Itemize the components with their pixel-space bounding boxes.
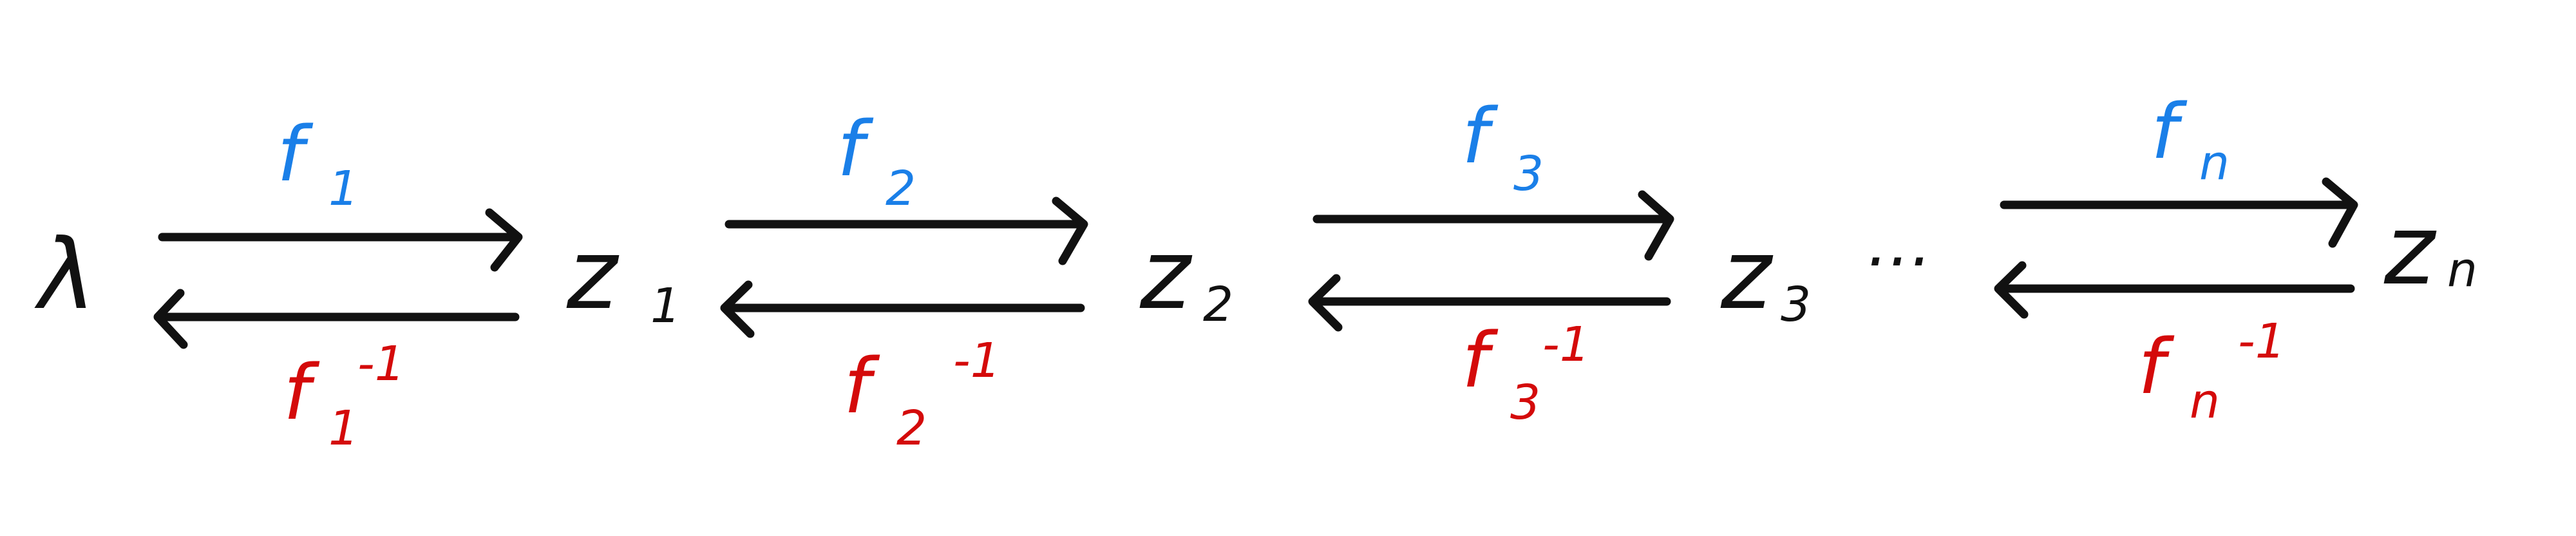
inverse-arrow-f1-head — [153, 289, 188, 349]
label-f2-inverse-superscript: -1 — [953, 333, 1001, 388]
node-z2-symbol: z — [1139, 219, 1193, 331]
label-fn-inverse-subscript: n — [2190, 374, 2220, 429]
forward-arrow-f1-head — [485, 208, 523, 272]
label-f3-subscript: 3 — [1513, 146, 1544, 202]
node-z2-subscript: 2 — [1203, 277, 1233, 332]
forward-arrow-fn — [2000, 177, 2358, 248]
forward-arrow-f3 — [1312, 190, 1674, 261]
label-f1-inverse-superscript: -1 — [357, 336, 405, 392]
node-lambda: λ — [34, 219, 96, 331]
label-f3-inverse-superscript: -1 — [1542, 317, 1590, 372]
forward-arrow-f1 — [158, 208, 523, 272]
node-z1-symbol: z — [566, 219, 620, 331]
forward-arrow-fn-head — [2322, 177, 2358, 248]
inverse-arrow-f2 — [720, 280, 1085, 338]
node-zn-symbol: z — [2383, 195, 2437, 307]
inverse-arrow-f3 — [1308, 274, 1671, 332]
label-f2-subscript: 2 — [886, 161, 916, 216]
inverse-arrow-f1 — [153, 289, 520, 349]
node-z3: z 3 — [1720, 219, 1811, 332]
forward-arrow-f2-head — [1052, 196, 1088, 265]
inverse-arrow-f3-head — [1308, 274, 1343, 332]
node-z1: z 1 — [566, 219, 681, 334]
ellipsis-between-z3-and-zn: ... — [1868, 206, 1933, 281]
node-z3-subscript: 3 — [1781, 277, 1811, 332]
label-fn-inverse-superscript: -1 — [2238, 314, 2286, 369]
label-f2-inverse-subscript: 2 — [896, 401, 927, 456]
node-zn: z n — [2383, 195, 2477, 307]
label-fn-subscript: n — [2199, 135, 2230, 191]
node-zn-subscript: n — [2447, 242, 2477, 298]
forward-arrow-f3-head — [1638, 190, 1674, 261]
label-f1-subscript: 1 — [328, 161, 359, 216]
inverse-arrow-fn-head — [1994, 261, 2029, 319]
node-z2: z 2 — [1139, 219, 1233, 332]
inverse-arrow-fn — [1994, 261, 2355, 319]
forward-arrow-f2 — [724, 196, 1088, 265]
label-f1-inverse-subscript: 1 — [328, 401, 359, 456]
node-lambda-symbol: λ — [34, 219, 96, 331]
node-z3-symbol: z — [1720, 219, 1774, 331]
node-z1-subscript: 1 — [650, 278, 681, 334]
inverse-arrow-f2-head — [720, 280, 755, 338]
label-f3-inverse-subscript: 3 — [1510, 375, 1540, 430]
